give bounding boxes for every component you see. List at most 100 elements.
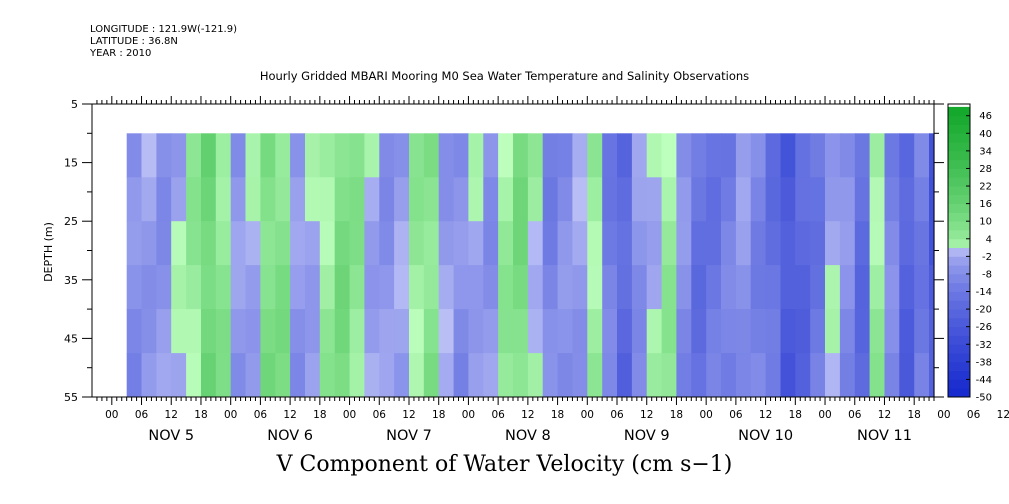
x-hour-tick-label: 06 xyxy=(848,409,862,421)
heatmap-cell xyxy=(691,177,707,222)
heatmap-cell xyxy=(869,265,886,310)
colorbar-swatch xyxy=(948,203,970,213)
heatmap-cell xyxy=(156,309,172,354)
heatmap-cell xyxy=(498,353,514,398)
heatmap-cell xyxy=(498,133,514,178)
heatmap-cell xyxy=(483,133,499,178)
heatmap-cell xyxy=(765,353,782,398)
heatmap-cell xyxy=(126,353,143,398)
heatmap-cell xyxy=(721,265,737,310)
x-hour-tick-label: 18 xyxy=(908,409,921,421)
heatmap-cell xyxy=(156,221,172,266)
colorbar-label: 40 xyxy=(979,129,992,140)
heatmap-cell xyxy=(676,265,692,310)
heatmap-cell xyxy=(394,309,410,354)
heatmap-cell xyxy=(780,265,796,310)
heatmap-cell xyxy=(661,353,678,398)
heatmap-cell xyxy=(409,353,425,398)
heatmap-cell xyxy=(126,265,143,310)
colorbar-label: 22 xyxy=(979,182,992,193)
heatmap-cell xyxy=(676,353,692,398)
heatmap-cell xyxy=(453,353,470,398)
x-hour-tick-label: 12 xyxy=(521,409,534,421)
heatmap-cell xyxy=(869,309,886,354)
heatmap-cell xyxy=(839,309,856,354)
heatmap-cell xyxy=(364,133,380,178)
heatmap-cell xyxy=(735,177,752,222)
x-hour-tick-label: 12 xyxy=(878,409,891,421)
heatmap-cell xyxy=(527,221,544,266)
heatmap-cell xyxy=(186,265,202,310)
y-tick-label: 15 xyxy=(64,157,78,170)
heatmap-cell xyxy=(156,353,172,398)
heatmap-cell xyxy=(171,309,187,354)
heatmap-cell xyxy=(379,133,395,178)
heatmap-cell xyxy=(676,133,692,178)
heatmap-cell xyxy=(423,265,440,310)
x-hour-tick-label: 12 xyxy=(283,409,296,421)
heatmap-cell xyxy=(260,309,276,354)
x-hour-tick-label: 12 xyxy=(402,409,415,421)
heatmap-cell xyxy=(542,265,559,310)
heatmap-cell xyxy=(275,133,291,178)
heatmap-cell xyxy=(141,309,157,354)
x-day-label: NOV 8 xyxy=(505,428,551,444)
heatmap-cell xyxy=(394,133,410,178)
heatmap-cell xyxy=(245,309,261,354)
heatmap-cell xyxy=(810,265,826,310)
heatmap-cell xyxy=(141,265,157,310)
heatmap-cell xyxy=(542,133,559,178)
heatmap-cell xyxy=(319,177,336,222)
heatmap-cell xyxy=(245,133,261,178)
heatmap-cell xyxy=(572,353,588,398)
heatmap-cell xyxy=(631,177,648,222)
heatmap-cell xyxy=(676,177,692,222)
heatmap-cell xyxy=(572,133,588,178)
heatmap-cell xyxy=(260,353,276,398)
colorbar-swatch xyxy=(948,186,970,196)
heatmap-cell xyxy=(617,221,633,266)
heatmap-cell xyxy=(691,133,707,178)
heatmap-cell xyxy=(305,133,321,178)
heatmap-cell xyxy=(126,177,143,222)
x-hour-tick-label: 06 xyxy=(254,409,268,421)
heatmap-cell xyxy=(438,265,455,310)
heatmap-cell xyxy=(453,221,470,266)
heatmap-cell xyxy=(706,177,722,222)
heatmap-cell xyxy=(780,221,796,266)
heatmap-cell xyxy=(201,265,217,310)
heatmap-cell xyxy=(646,265,663,310)
heatmap-cell xyxy=(230,133,247,178)
heatmap-cell xyxy=(661,309,678,354)
heatmap-cell xyxy=(171,177,187,222)
heatmap-cell xyxy=(780,177,796,222)
heatmap-cell xyxy=(557,177,574,222)
x-hour-tick-label: 18 xyxy=(789,409,802,421)
heatmap-cell xyxy=(602,133,618,178)
heatmap-cell xyxy=(914,177,930,222)
colorbar-label: -44 xyxy=(976,375,992,386)
heatmap-cell xyxy=(290,265,306,310)
x-hour-tick-label: 06 xyxy=(373,409,387,421)
heatmap-cell xyxy=(186,353,202,398)
heatmap-cell xyxy=(661,265,678,310)
heatmap-cell xyxy=(527,309,544,354)
heatmap-cell xyxy=(587,265,603,310)
heatmap-cell xyxy=(126,309,143,354)
heatmap-cell xyxy=(839,265,856,310)
heatmap-cell xyxy=(825,221,841,266)
heatmap-cell xyxy=(587,177,603,222)
heatmap-cell xyxy=(691,221,707,266)
heatmap-cell xyxy=(810,353,826,398)
heatmap-cell xyxy=(245,353,261,398)
heatmap-cell xyxy=(735,353,752,398)
heatmap-cell xyxy=(364,265,380,310)
colorbar-label: -50 xyxy=(976,393,992,404)
colorbar-swatch xyxy=(948,106,970,117)
heatmap-cell xyxy=(319,353,336,398)
heatmap-cell xyxy=(171,353,187,398)
heatmap-cell xyxy=(290,177,306,222)
heatmap-cell xyxy=(364,221,380,266)
colorbar-label: -26 xyxy=(976,322,992,333)
